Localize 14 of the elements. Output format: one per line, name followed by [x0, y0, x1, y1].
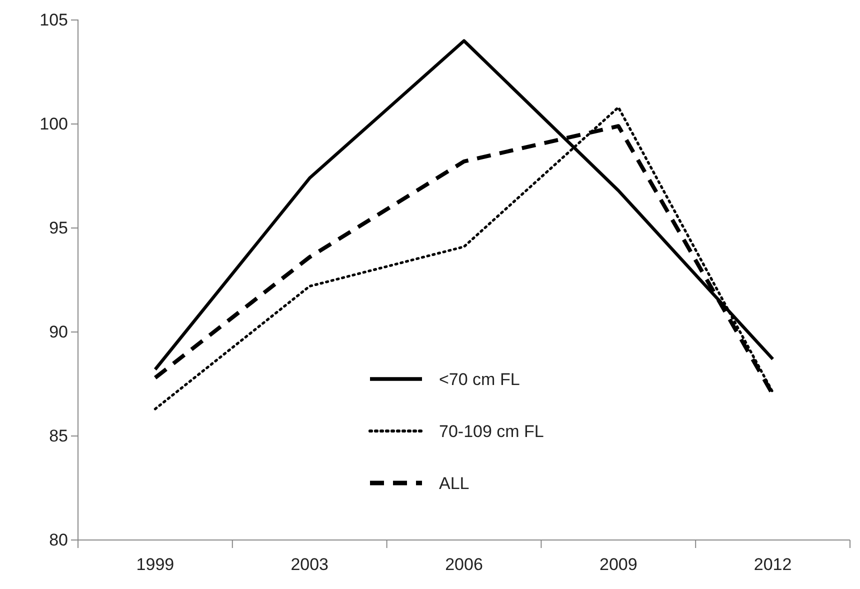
x-tick-label: 2006	[445, 555, 483, 574]
x-tick-label: 1999	[136, 555, 174, 574]
x-tick-label: 2009	[599, 555, 638, 574]
y-tick-label: 105	[40, 10, 68, 30]
legend-label: <70 cm FL	[439, 370, 520, 389]
x-tick-label: 2012	[754, 555, 792, 574]
y-tick-label: 85	[49, 426, 68, 446]
x-tick-label: 2003	[290, 555, 329, 574]
y-tick-label: 90	[49, 322, 68, 342]
legend-label: 70-109 cm FL	[439, 422, 544, 441]
y-tick-label: 100	[40, 114, 68, 134]
y-tick-label: 80	[49, 530, 68, 550]
y-tick-label: 95	[49, 218, 68, 238]
legend-label: ALL	[439, 474, 470, 493]
